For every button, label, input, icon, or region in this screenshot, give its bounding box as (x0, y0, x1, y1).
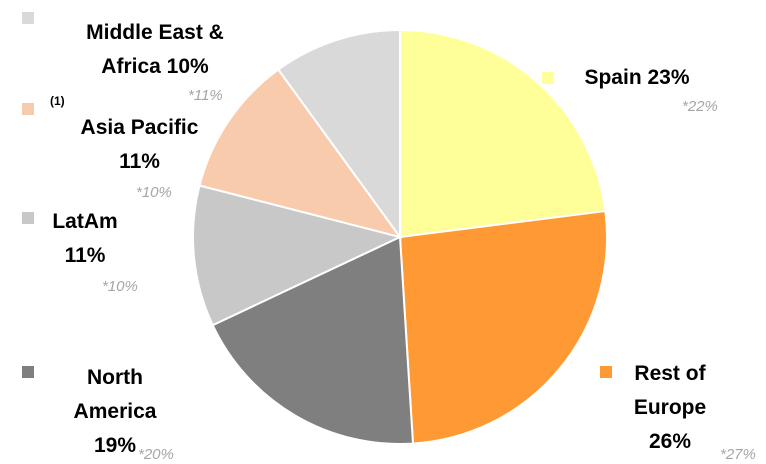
category-name: Middle East & Africa (86, 21, 224, 78)
category-name: North America (73, 366, 157, 423)
legend-marker (22, 366, 34, 378)
category-name: Rest of Europe (633, 362, 707, 419)
value-label: 11% (119, 150, 160, 173)
pie-slice (192, 184, 403, 327)
slice-label: Asia Pacific 11% (62, 111, 217, 179)
category-name: LatAm (52, 210, 118, 233)
category-name: Asia Pacific (80, 116, 199, 139)
category-name: Spain (584, 66, 642, 89)
legend-marker (22, 212, 34, 224)
pie-slice (198, 68, 403, 239)
slice-label: Spain 23% (562, 61, 712, 95)
slice-label: Middle East & Africa 10% (62, 16, 248, 84)
legend-marker (542, 72, 554, 84)
value-label: 19% (93, 434, 137, 457)
comparison-label: *10% (102, 278, 138, 295)
value-label: 26% (648, 430, 692, 453)
comparison-label: *27% (720, 446, 756, 463)
value-label: 11% (64, 244, 106, 267)
comparison-label: *10% (136, 184, 172, 201)
pie-slice (276, 28, 401, 241)
value-label: 23% (647, 66, 690, 89)
footnote-mark: (1) (50, 94, 65, 108)
comparison-label: *20% (138, 446, 174, 463)
legend-marker (600, 366, 612, 378)
pie-slice (211, 235, 415, 445)
legend-marker (22, 12, 34, 24)
slice-label: LatAm 11% (44, 205, 126, 273)
slice-label: North America 19% (60, 361, 170, 463)
legend-marker (22, 103, 34, 115)
pie-slice (399, 28, 607, 239)
value-label: 10% (166, 55, 209, 78)
comparison-label: *22% (682, 98, 718, 115)
pie-slice (398, 209, 608, 445)
slice-label: Rest of Europe 26% (622, 357, 718, 459)
comparison-label: *11% (188, 87, 223, 104)
